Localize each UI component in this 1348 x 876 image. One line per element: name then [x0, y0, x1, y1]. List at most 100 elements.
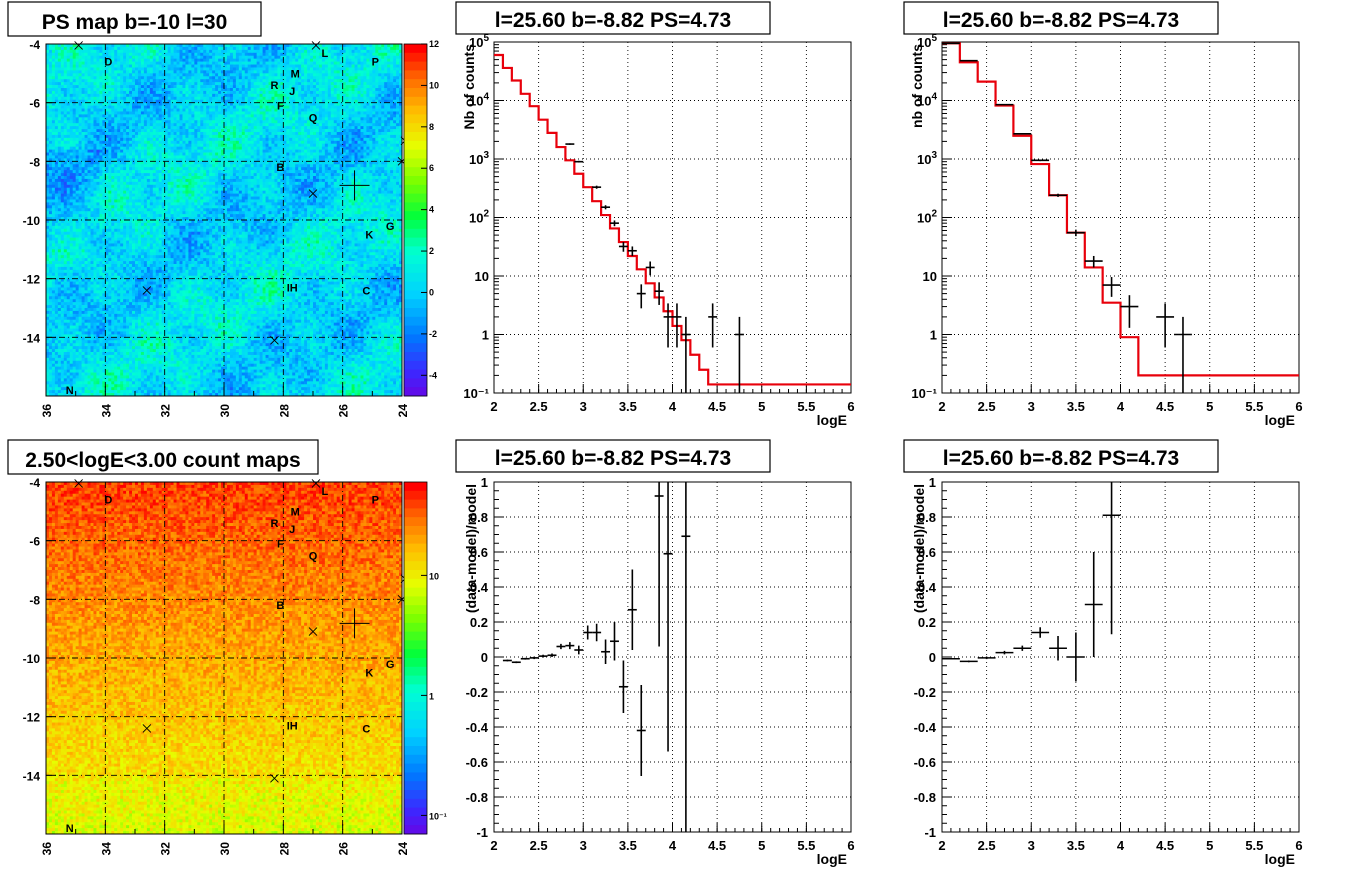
- source-label: L: [321, 486, 328, 498]
- y-tick-label: 1: [481, 475, 488, 490]
- x-tick-label: 36: [40, 842, 54, 856]
- cross-marker: [74, 479, 83, 488]
- data-point: [1031, 159, 1050, 162]
- data-point: [610, 622, 619, 661]
- source-label: C: [362, 285, 370, 297]
- x-tick-label: 24: [396, 842, 410, 856]
- y-tick-label: 102: [469, 209, 489, 226]
- data-point: [574, 160, 584, 163]
- x-tick-label: 3: [1028, 399, 1035, 414]
- x-tick-label: 3.5: [1067, 838, 1085, 853]
- data-point: [627, 246, 637, 256]
- y-tick-label: -10: [23, 214, 41, 228]
- cross-marker: [311, 479, 321, 488]
- plot-title: l=25.60 b=-8.82 PS=4.73: [495, 9, 731, 32]
- plot-title-box: l=25.60 b=-8.82 PS=4.73: [903, 439, 1219, 473]
- y-tick-label: 0.6: [470, 545, 488, 560]
- source-label: G: [386, 659, 395, 671]
- y-tick-label: 0.4: [470, 580, 489, 595]
- colorbar-tick-label: 8: [429, 122, 434, 132]
- model-histogram: [942, 42, 1299, 377]
- y-tick-label: 0.8: [470, 510, 488, 525]
- data-point: [565, 143, 575, 145]
- x-tick-label: 3.5: [619, 399, 637, 414]
- plot-title-box: PS map b=-10 l=30: [7, 1, 262, 37]
- source-label: J: [289, 524, 295, 536]
- x-tick-label: 4.5: [1156, 838, 1174, 853]
- cross-marker: [142, 724, 152, 733]
- x-tick-label: 5: [758, 838, 765, 853]
- y-tick-label: -1: [924, 825, 936, 840]
- plot-frame: [941, 481, 1300, 833]
- cross-marker: [270, 335, 279, 345]
- heatmap-cells: [46, 44, 403, 397]
- y-tick-label: -0.8: [466, 790, 488, 805]
- y-tick-label: 1: [929, 475, 936, 490]
- source-label: Q: [309, 112, 318, 124]
- y-tick-label: 0.6: [918, 545, 936, 560]
- x-tick-label: 4.5: [1156, 399, 1174, 414]
- data-point: [681, 482, 691, 832]
- x-axis-label: logE: [817, 851, 847, 867]
- y-tick-label: -8: [29, 593, 40, 607]
- data-point: [942, 42, 960, 45]
- y-tick-label: 1: [930, 328, 937, 343]
- data-point: [681, 316, 691, 393]
- source-label: Q: [309, 550, 318, 562]
- fit-position-marker: [339, 170, 370, 201]
- x-axis-label: logE: [1265, 412, 1295, 428]
- source-label: R: [270, 80, 278, 92]
- plot-title-box: l=25.60 b=-8.82 PS=4.73: [455, 439, 771, 473]
- colorbar-tick-label: 10⁻¹: [429, 811, 447, 821]
- data-point: [995, 650, 1014, 655]
- data-point: [654, 282, 664, 305]
- x-tick-label: 5: [1206, 399, 1213, 414]
- data-point: [538, 654, 548, 658]
- y-tick-label: 0.2: [918, 615, 936, 630]
- source-label: K: [365, 668, 373, 680]
- source-label: IH: [287, 720, 298, 732]
- y-tick-label: -0.8: [914, 790, 936, 805]
- x-tick-label: 3.5: [1067, 399, 1085, 414]
- data-point: [601, 639, 611, 664]
- x-tick-label: 4.5: [708, 399, 726, 414]
- x-tick-label: 34: [99, 404, 113, 418]
- data-points: [942, 42, 1192, 393]
- data-point: [1066, 229, 1085, 237]
- data-point: [663, 482, 673, 752]
- source-label: B: [276, 162, 284, 174]
- source-label: K: [365, 230, 373, 242]
- data-point: [583, 625, 593, 640]
- y-tick-label: -6: [29, 97, 40, 111]
- x-tick-label: 4.5: [708, 838, 726, 853]
- data-point: [547, 653, 557, 657]
- x-tick-label: 5: [758, 399, 765, 414]
- x-tick-label: 6: [847, 838, 854, 853]
- source-labels: D L P M R JF Q B K G IH C N: [66, 479, 410, 835]
- y-tick-label: 102: [917, 209, 937, 226]
- source-label: D: [104, 57, 112, 69]
- data-point: [1156, 303, 1175, 348]
- x-tick-label: 32: [159, 842, 173, 856]
- colorbar-tick-label: -4: [429, 370, 437, 380]
- data-point: [1120, 295, 1139, 328]
- data-point: [636, 284, 646, 309]
- plot-title-box: 2.50<logE<3.00 count maps: [7, 439, 319, 475]
- y-tick-label: -8: [29, 155, 40, 169]
- x-tick-label: 5: [1206, 838, 1213, 853]
- residual-panel-right: 2 2.5 3 3.5 4 4.5 5 5.5 6 1 0.8 0.6 0.4 0.2 0 -0.2 -0.4 -…: [903, 439, 1303, 867]
- y-tick-label: 103: [917, 150, 937, 167]
- cross-marker: [142, 286, 152, 295]
- data-point: [1084, 255, 1103, 268]
- x-tick-label: 26: [337, 842, 351, 856]
- data-point: [618, 660, 628, 713]
- plot-title: l=25.60 b=-8.82 PS=4.73: [943, 447, 1179, 470]
- x-tick-label: 3: [1028, 838, 1035, 853]
- x-tick-label: 6: [1295, 838, 1302, 853]
- cross-marker: [308, 627, 318, 636]
- data-point: [529, 656, 539, 660]
- source-label: IH: [287, 282, 298, 294]
- y-tick-label: 103: [469, 150, 489, 167]
- data-point: [1013, 132, 1032, 135]
